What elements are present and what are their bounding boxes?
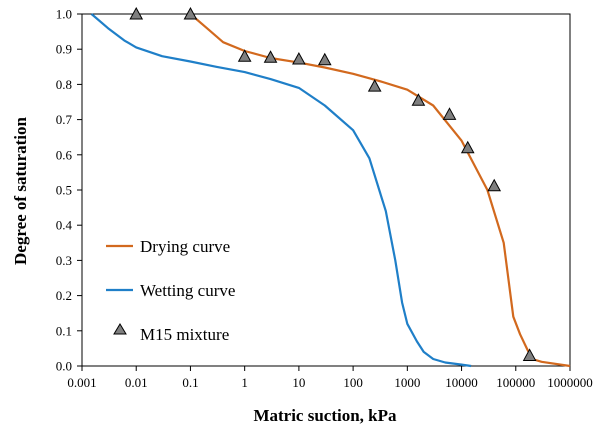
y-tick-label: 0.6 [56,147,73,162]
m15-data-point [487,178,502,192]
legend-drying-label: Drying curve [140,237,230,256]
y-tick-label: 0.4 [56,218,73,233]
m15-data-point [129,6,144,20]
plot-area: 0.001 0.01 0.1 1 10 100 1000 10000 100000 1000000… [56,7,593,391]
m15-data-point [317,52,332,66]
m15-data-point [411,93,426,106]
x-tick-label: 1000000 [547,375,593,390]
wetting-curve-line [90,13,472,368]
x-tick-label: 1 [241,375,248,390]
x-axis-title: Matric suction, kPa [253,406,397,425]
legend: Drying curve Wetting curve M15 mixture [106,237,235,344]
y-tick-label: 0.5 [56,183,72,198]
m15-data-point [367,79,382,92]
y-axis-title: Degree of saturation [11,116,30,264]
legend-m15-label: M15 mixture [140,325,229,344]
legend-m15-marker [113,323,127,335]
x-tick-label: 0.001 [67,375,96,390]
m15-data-point [460,140,475,154]
m15-data-point [237,49,252,62]
y-tick-label: 0.9 [56,42,72,57]
y-tick-label: 0.8 [56,77,72,92]
m15-data-point [522,348,537,361]
y-tick-label: 1.0 [56,7,72,22]
y-tick-label: 0.1 [56,323,72,338]
y-tick-label: 0.2 [56,288,72,303]
m15-data-point [183,6,198,20]
x-tick-label: 10 [292,375,305,390]
m15-data-point [263,50,278,63]
y-tick-label: 0.3 [56,253,72,268]
x-tick-label: 100 [343,375,363,390]
x-tick-label: 0.01 [125,375,148,390]
x-tick-label: 1000 [394,375,420,390]
m15-data-point [442,107,457,120]
legend-wetting-label: Wetting curve [140,281,235,300]
y-tick-label: 0.0 [56,359,72,374]
x-tick-label: 0.1 [182,375,198,390]
m15-data-point [292,52,306,65]
y-tick-label: 0.7 [56,112,73,127]
x-tick-label: 10000 [445,375,478,390]
x-tick-label: 100000 [496,375,535,390]
